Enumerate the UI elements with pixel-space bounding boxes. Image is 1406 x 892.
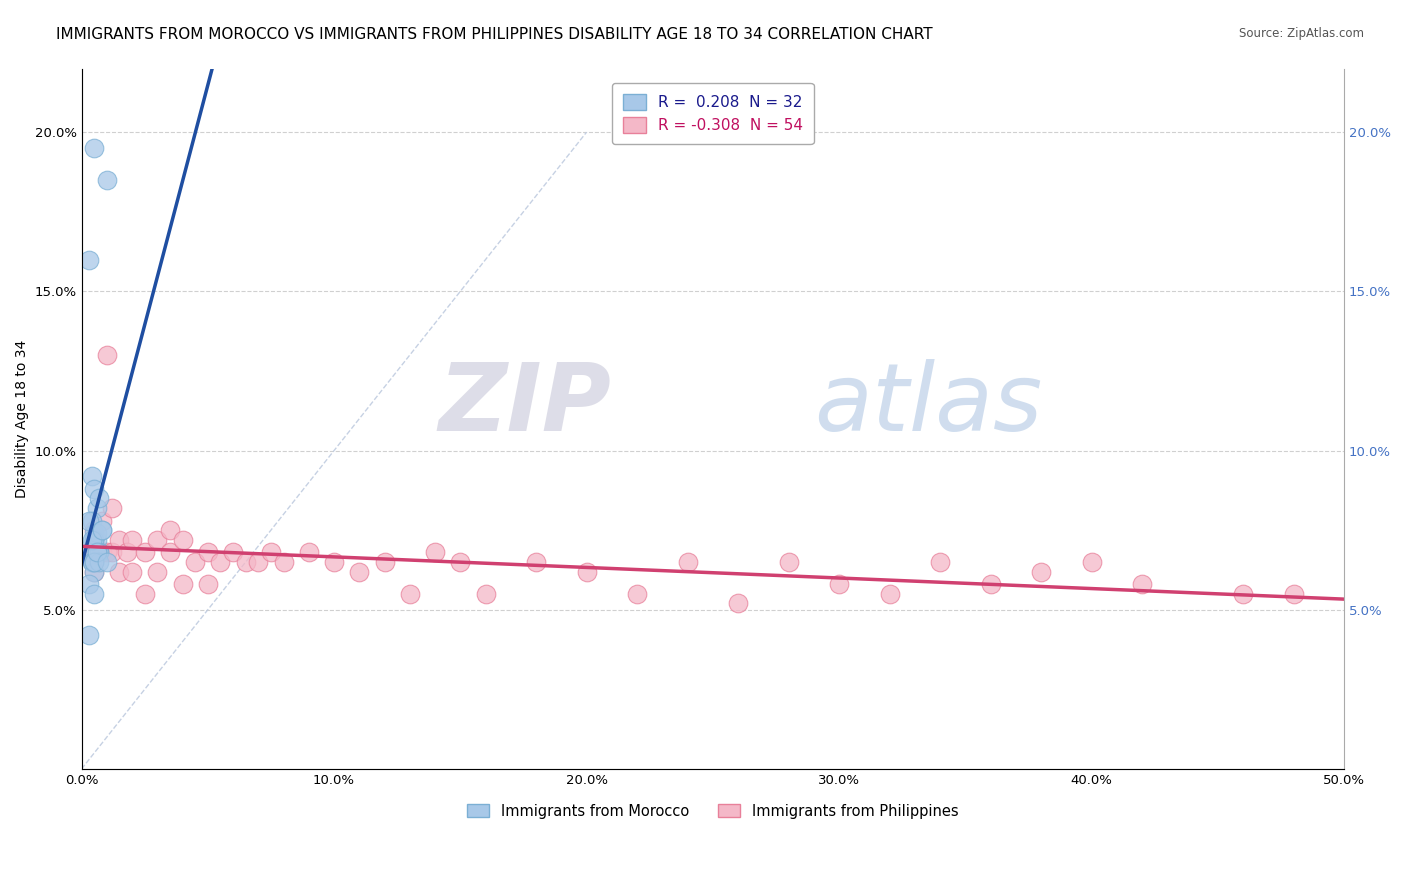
Point xyxy=(89,545,111,559)
Point xyxy=(83,482,105,496)
Point xyxy=(80,555,103,569)
Point xyxy=(298,545,321,559)
Point xyxy=(778,555,800,569)
Point xyxy=(727,596,749,610)
Text: IMMIGRANTS FROM MOROCCO VS IMMIGRANTS FROM PHILIPPINES DISABILITY AGE 18 TO 34 C: IMMIGRANTS FROM MOROCCO VS IMMIGRANTS FR… xyxy=(56,27,932,42)
Point xyxy=(77,545,100,559)
Point xyxy=(115,545,138,559)
Point xyxy=(146,533,169,547)
Point xyxy=(83,141,105,155)
Point xyxy=(1232,587,1254,601)
Y-axis label: Disability Age 18 to 34: Disability Age 18 to 34 xyxy=(15,340,30,498)
Point xyxy=(83,565,105,579)
Point xyxy=(90,523,112,537)
Point xyxy=(172,577,194,591)
Point xyxy=(373,555,395,569)
Point xyxy=(83,533,105,547)
Point xyxy=(77,628,100,642)
Point xyxy=(159,523,181,537)
Point xyxy=(349,565,371,579)
Point xyxy=(197,577,219,591)
Point xyxy=(247,555,270,569)
Point xyxy=(1130,577,1153,591)
Text: Source: ZipAtlas.com: Source: ZipAtlas.com xyxy=(1239,27,1364,40)
Point xyxy=(979,577,1001,591)
Point xyxy=(86,526,108,541)
Point xyxy=(184,555,207,569)
Point xyxy=(96,173,118,187)
Point xyxy=(121,533,143,547)
Point xyxy=(474,587,496,601)
Point xyxy=(449,555,471,569)
Point xyxy=(80,533,103,547)
Point xyxy=(121,565,143,579)
Point xyxy=(77,577,100,591)
Point xyxy=(90,514,112,528)
Point xyxy=(77,252,100,267)
Point xyxy=(260,545,283,559)
Point xyxy=(86,545,108,559)
Point xyxy=(90,523,112,537)
Point xyxy=(96,545,118,559)
Point xyxy=(83,526,105,541)
Point xyxy=(80,514,103,528)
Point xyxy=(96,555,118,569)
Point xyxy=(89,545,111,559)
Legend: Immigrants from Morocco, Immigrants from Philippines: Immigrants from Morocco, Immigrants from… xyxy=(461,798,965,825)
Text: ZIP: ZIP xyxy=(439,359,612,450)
Point xyxy=(83,523,105,537)
Point xyxy=(83,587,105,601)
Point xyxy=(524,555,547,569)
Point xyxy=(101,500,124,515)
Point xyxy=(83,565,105,579)
Text: atlas: atlas xyxy=(814,359,1042,450)
Point xyxy=(86,533,108,547)
Point xyxy=(90,545,112,559)
Point xyxy=(86,500,108,515)
Point xyxy=(83,555,105,569)
Point xyxy=(108,565,131,579)
Point xyxy=(423,545,446,559)
Point xyxy=(134,587,156,601)
Point xyxy=(626,587,648,601)
Point xyxy=(134,545,156,559)
Point xyxy=(398,587,420,601)
Point xyxy=(209,555,232,569)
Point xyxy=(575,565,598,579)
Point xyxy=(83,555,105,569)
Point xyxy=(80,469,103,483)
Point xyxy=(323,555,346,569)
Point xyxy=(96,348,118,362)
Point xyxy=(108,533,131,547)
Point xyxy=(929,555,952,569)
Point xyxy=(172,533,194,547)
Point xyxy=(828,577,851,591)
Point xyxy=(86,545,108,559)
Point xyxy=(89,555,111,569)
Point xyxy=(159,545,181,559)
Point xyxy=(197,545,219,559)
Point xyxy=(89,491,111,506)
Point xyxy=(101,545,124,559)
Point xyxy=(1029,565,1052,579)
Point xyxy=(83,545,105,559)
Point xyxy=(879,587,901,601)
Point xyxy=(1282,587,1305,601)
Point xyxy=(273,555,295,569)
Point xyxy=(77,514,100,528)
Point xyxy=(1080,555,1102,569)
Point xyxy=(222,545,245,559)
Point xyxy=(80,555,103,569)
Point xyxy=(676,555,699,569)
Point xyxy=(235,555,257,569)
Point xyxy=(83,533,105,547)
Point xyxy=(146,565,169,579)
